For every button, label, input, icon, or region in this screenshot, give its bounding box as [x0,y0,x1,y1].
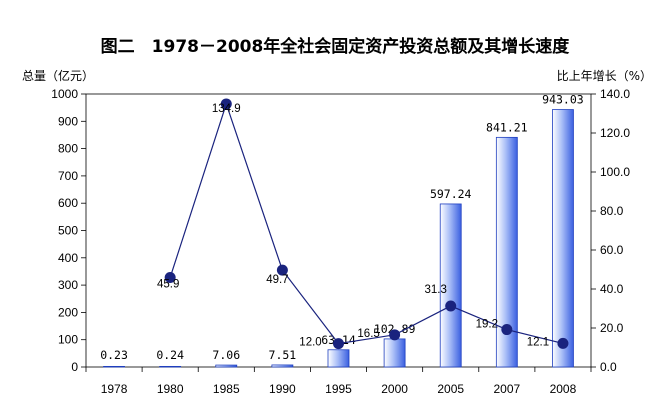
x-tick-label: 2007 [493,382,520,396]
bar [271,364,294,368]
bar [103,365,125,368]
right-tick-label: 80.0 [600,204,624,218]
left-tick-label: 600 [58,196,78,210]
line-data-label: 49.7 [266,274,288,286]
chart-title: 图二 1978－2008年全社会固定资产投资总额及其增长速度 [101,36,571,57]
bar [495,136,518,368]
left-tick-label: 800 [58,142,78,156]
line-series: 45.9 134.9 49.7 12.0 16.5 31.3 19.2 12.1 [157,98,569,350]
line-data-label: 16.5 [357,328,379,340]
x-tick-label: 1995 [325,382,352,396]
line-data-label: 134.9 [212,103,241,115]
bar [159,365,182,368]
bar-data-label: 0.23 [100,348,128,362]
left-axis-title: 总量（亿元） [22,68,94,83]
bar [439,203,462,368]
line-point [333,338,344,350]
bar [215,364,238,368]
line-point [445,300,457,312]
left-tick-label: 900 [58,114,78,128]
right-tick-label: 40.0 [600,282,624,296]
right-tick-label: 20.0 [600,321,624,335]
bar-data-label: 102.89 [374,322,416,336]
bar-data-label: 7.51 [269,348,297,362]
left-tick-label: 400 [58,251,78,265]
left-tick-label: 1000 [51,87,78,101]
right-tick-label: 140.0 [600,87,630,101]
x-tick-label: 2000 [381,382,408,396]
line-point [220,98,232,110]
line-point [276,264,288,276]
right-tick-label: 0.0 [600,360,617,374]
bar [552,109,574,368]
line-data-label: 12.0 [299,337,321,349]
bar-data-label: 841.21 [486,120,528,134]
x-tick-label: 1980 [157,382,184,396]
x-tick-label: 1985 [213,382,240,396]
line-point [164,271,176,283]
bar-data-label: 0.24 [156,348,184,362]
x-axis: 1978 1980 1985 1990 1995 2000 2005 2007 2008 [85,367,592,396]
left-tick-label: 700 [58,169,78,183]
bar [383,338,406,368]
left-axis: 0 100 200 300 400 500 600 700 800 900 1000 [51,87,86,374]
bar-series: 0.230.247.067.5163.14102.89597.24841.219… [100,93,584,368]
line-point [501,324,513,336]
right-tick-label: 100.0 [600,165,630,179]
line-point [389,329,401,341]
line-path [169,102,564,345]
x-tick-label: 2005 [437,382,464,396]
right-tick-label: 60.0 [600,243,624,257]
line-data-label: 45.9 [157,278,179,290]
bar-data-label: 597.24 [430,187,472,201]
left-tick-label: 0 [71,360,78,374]
bar-data-label: 943.03 [542,93,584,107]
x-tick-label: 1978 [101,382,128,396]
line-point [557,337,569,349]
left-tick-label: 200 [58,305,78,319]
right-axis: 0.0 20.0 40.0 60.0 80.0 100.0 120.0 140.0 [591,87,630,374]
bar-data-label: 7.06 [212,348,240,362]
x-tick-label: 1990 [269,382,296,396]
left-tick-label: 100 [58,333,78,347]
left-tick-label: 500 [58,224,78,238]
line-data-label: 12.1 [527,336,549,348]
right-tick-label: 120.0 [600,126,630,140]
left-tick-label: 300 [58,278,78,292]
bar [327,349,350,368]
right-axis-title: 比上年增长（%） [557,69,652,83]
x-tick-label: 2008 [550,382,577,396]
line-data-label: 31.3 [425,284,447,296]
line-data-label: 19.2 [476,319,498,331]
